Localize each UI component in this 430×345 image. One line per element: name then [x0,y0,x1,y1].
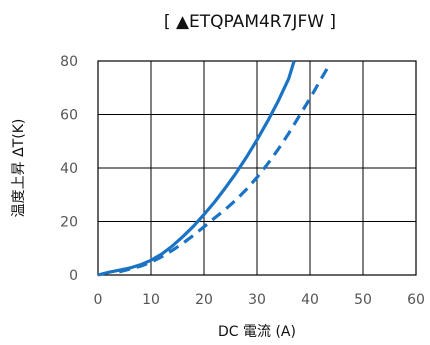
y-tick-label: 0 [69,268,78,284]
x-axis-title: DC 電流 (A) [218,324,296,340]
y-tick-label: 80 [60,54,78,70]
x-tick-label: 0 [94,292,103,308]
series-layer [97,60,330,277]
x-tick-label: 50 [354,292,372,308]
series-line-dashed [118,65,330,274]
y-tick-label: 40 [60,161,78,177]
x-tick-label: 40 [301,292,319,308]
series-line-solid [97,60,296,277]
y-tick-label: 20 [60,215,78,231]
y-tick-label: 60 [60,108,78,124]
y-gridlines [98,60,416,276]
chart-title: [ ▲ETQPAM4R7JFW ] [164,12,336,32]
x-gridlines [97,61,417,275]
x-tick-label: 20 [195,292,213,308]
y-tick-labels: 0 20 40 60 80 [60,54,78,284]
x-tick-label: 10 [142,292,160,308]
x-tick-labels: 0 10 20 30 40 50 60 [94,292,425,308]
x-tick-label: 60 [407,292,425,308]
y-axis-title: 温度上昇 ΔT(K) [11,119,27,218]
x-tick-label: 30 [248,292,266,308]
